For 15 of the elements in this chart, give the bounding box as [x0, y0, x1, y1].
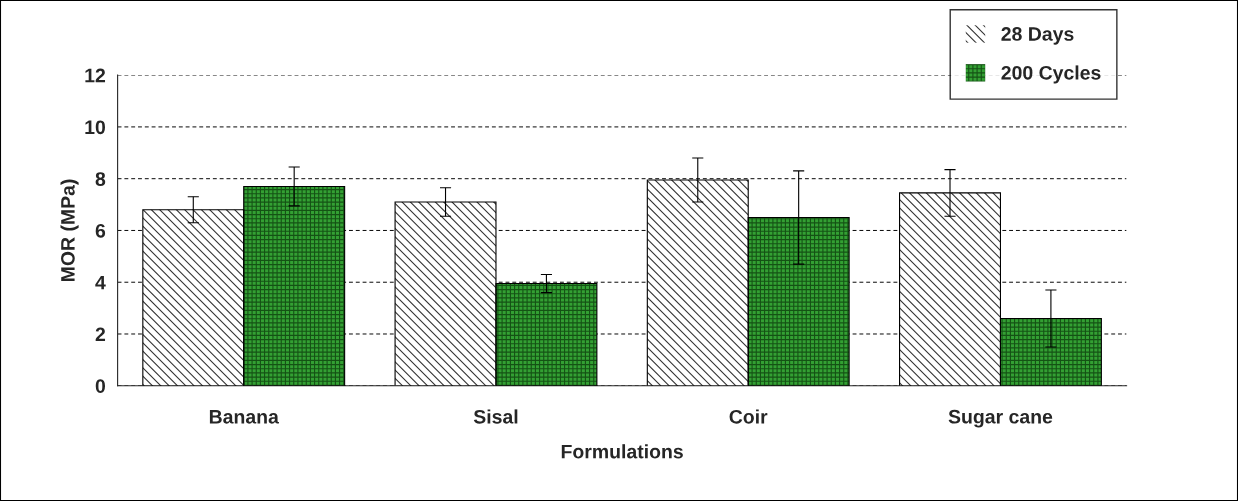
legend-label: 200 Cycles: [1001, 65, 1101, 84]
y-axis-title: MOR (MPa): [60, 179, 79, 282]
x-axis-title: Formulations: [561, 444, 683, 459]
y-tick-label: 6: [95, 223, 106, 238]
y-tick-label: 0: [95, 379, 106, 394]
x-tick-label: Banana: [209, 410, 279, 424]
y-tick-label: 10: [85, 120, 106, 135]
legend-label: 28 Days: [1001, 27, 1074, 45]
y-tick-label: 2: [95, 327, 106, 342]
y-tick-label: 12: [85, 68, 106, 83]
x-tick-label: Sisal: [473, 409, 518, 424]
x-tick-label: Sugar cane: [948, 409, 1053, 428]
y-tick-label: 8: [95, 172, 106, 186]
x-tick-label: Coir: [729, 409, 768, 424]
y-tick-label: 4: [95, 275, 106, 290]
